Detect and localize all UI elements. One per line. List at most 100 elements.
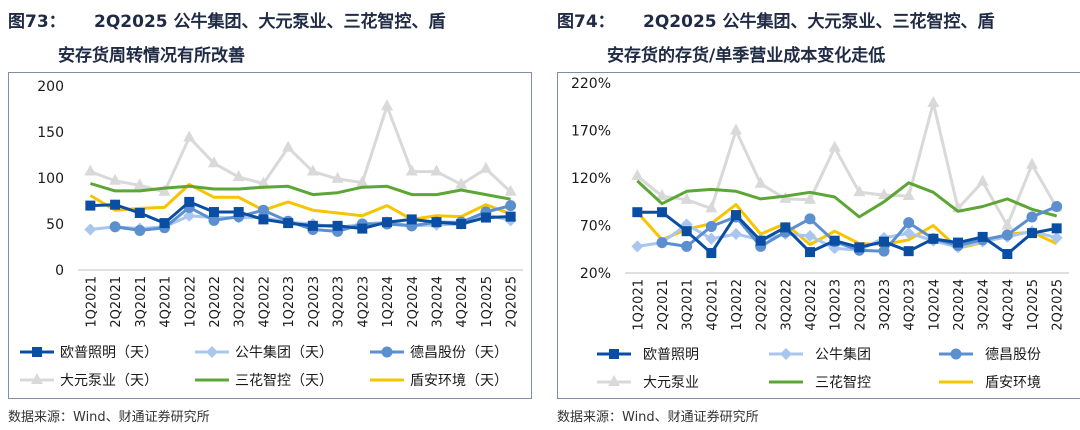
data-point [928, 233, 939, 244]
legend-label: 公牛集团 [815, 346, 871, 363]
x-tick-label: 2Q2021 [109, 276, 124, 328]
x-tick-label: 2Q2024 [406, 276, 421, 328]
data-point [878, 188, 890, 200]
data-point [184, 196, 195, 207]
y-tick-label: 100 [37, 171, 64, 187]
data-point [505, 200, 517, 212]
data-point [656, 189, 668, 201]
data-point [731, 210, 741, 221]
data-point [109, 221, 121, 233]
series-line [636, 101, 1058, 227]
x-axis: 1Q2021 2Q2021 3Q2021 4Q2021 1Q2022 2Q2022 3Q20… [84, 276, 519, 328]
x-tick-label: 3Q2021 [134, 276, 149, 328]
legend-marker [608, 375, 620, 386]
x-tick-label: 3Q2023 [332, 276, 347, 328]
series-line [636, 179, 1058, 219]
data-point [233, 207, 244, 218]
series-盾安环境 [89, 182, 512, 221]
x-tick-label: 4Q2024 [455, 276, 470, 328]
series-三花智控 [89, 182, 511, 201]
x-tick-label: 3Q2022 [779, 279, 794, 331]
data-point [705, 232, 718, 245]
legend-marker [32, 347, 42, 357]
legend-marker [950, 348, 962, 360]
data-point [356, 175, 369, 187]
series-三花智控 [636, 179, 1058, 219]
legend-item: 三花智控（天） [195, 373, 333, 389]
data-point [480, 212, 491, 223]
x-tick-label: 4Q2022 [804, 279, 819, 331]
data-point [158, 184, 171, 196]
data-point [657, 207, 667, 218]
legend-item: 公牛集团（天） [195, 344, 333, 361]
x-tick-label: 3Q2022 [233, 276, 248, 328]
data-point [754, 176, 767, 188]
y-tick-label: 120% [571, 171, 611, 187]
series-大元泵业 [631, 95, 1063, 230]
x-tick-label: 1Q2025 [480, 276, 495, 328]
data-point [681, 226, 692, 237]
x-tick-label: 1Q2025 [1026, 279, 1041, 331]
chart-frame [557, 72, 1080, 399]
legend-marker [381, 346, 393, 358]
y-tick-label: 20% [580, 266, 611, 282]
data-point [878, 245, 890, 257]
figure-label: 图74： [557, 12, 615, 32]
data-point [208, 207, 219, 218]
data-point [456, 219, 467, 229]
x-tick-label: 3Q2023 [878, 279, 893, 331]
data-source: 数据来源：Wind、财通证券研究所 [557, 410, 759, 425]
x-tick-label: 1Q2021 [84, 276, 99, 328]
x-tick-label: 2Q2022 [755, 279, 770, 331]
y-tick-label: 50 [46, 217, 64, 233]
data-point [307, 220, 318, 231]
data-point [283, 218, 294, 229]
data-point [505, 211, 516, 222]
data-point [1026, 157, 1038, 169]
data-point [1001, 229, 1013, 241]
legend-item: 大元泵业 [597, 375, 699, 391]
x-tick-label: 4Q2021 [159, 276, 174, 328]
data-point [854, 242, 865, 253]
x-tick-label: 1Q2024 [381, 276, 396, 328]
data-point [85, 200, 96, 211]
x-tick-label: 1Q2022 [183, 276, 198, 328]
legend-marker [206, 346, 218, 358]
y-tick-label: 200 [37, 79, 64, 95]
legend-label: 盾安环境 [985, 375, 1041, 391]
y-tick-label: 220% [571, 76, 611, 92]
legend-label: 大元泵业 [643, 375, 699, 391]
data-point [232, 170, 245, 182]
x-tick-label: 2Q2024 [952, 279, 967, 331]
data-point [1051, 223, 1062, 234]
x-tick-label: 1Q2024 [927, 279, 942, 331]
data-point [405, 164, 418, 176]
legend-label: 德昌股份 [985, 347, 1041, 363]
legend-item: 大元泵业（天） [20, 373, 158, 389]
data-point [479, 161, 492, 173]
data-source: 数据来源：Wind、财通证券研究所 [8, 410, 210, 425]
legend-label: 大元泵业（天） [60, 373, 158, 389]
data-point [805, 247, 815, 258]
data-point [257, 204, 269, 216]
chart-title: 图73： 2Q2025 公牛集团、大元泵业、三花智控、盾 安存货周转情况有所改善 [8, 6, 528, 66]
data-point [455, 177, 468, 189]
data-point [381, 99, 394, 111]
data-point [1026, 211, 1038, 223]
y-axis: 20% 70% 120% 170% 220% [571, 76, 611, 282]
legend-item: 三花智控 [769, 375, 871, 391]
data-point [780, 222, 791, 233]
data-point [331, 171, 344, 183]
x-axis: 1Q2021 2Q2021 3Q2021 4Q2021 1Q2022 2Q2022 3Q20… [631, 279, 1065, 331]
data-point [632, 207, 643, 218]
data-point [183, 209, 196, 222]
data-point [804, 229, 816, 242]
y-tick-label: 150 [37, 125, 64, 141]
data-point [681, 240, 693, 252]
legend-label: 盾安环境（天） [410, 373, 508, 389]
data-point [902, 227, 915, 240]
x-tick-label: 1Q2023 [282, 276, 297, 328]
line-chart-inventory-ratio: 20% 70% 120% 170% 220% 1Q2021 2Q2021 3Q2021 4Q20… [571, 76, 1069, 391]
x-tick-label: 2Q2023 [853, 279, 868, 331]
series-大元泵业 [84, 99, 517, 196]
